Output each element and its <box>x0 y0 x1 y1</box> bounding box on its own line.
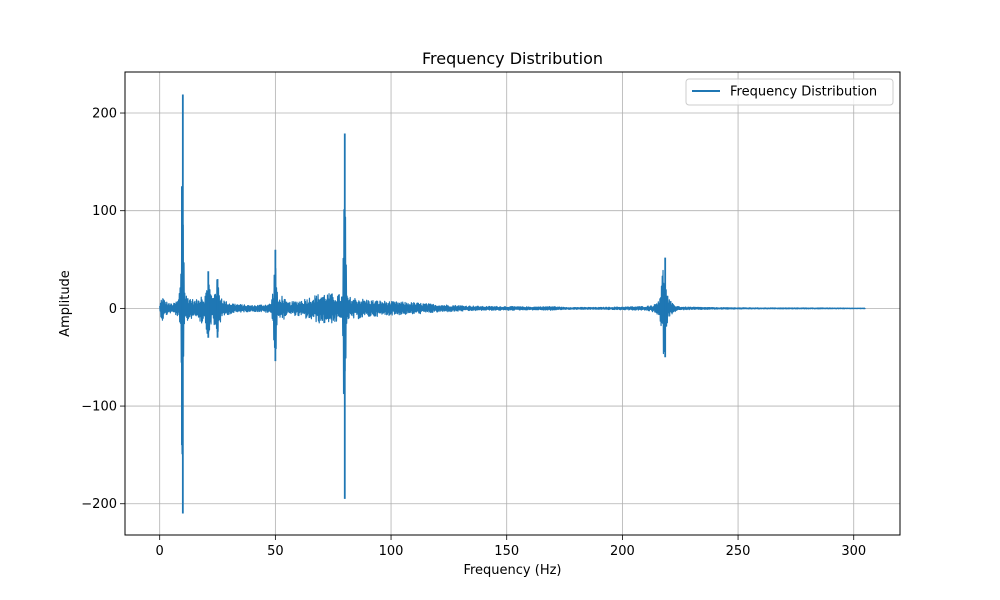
y-tick-label: −200 <box>81 497 117 512</box>
y-tick-label: 100 <box>92 204 117 219</box>
x-tick-label: 50 <box>267 544 284 559</box>
x-tick-label: 200 <box>610 544 635 559</box>
plot-area <box>159 94 866 514</box>
x-axis-label: Frequency (Hz) <box>463 563 561 578</box>
chart-title: Frequency Distribution <box>422 49 603 68</box>
y-tick-label: −100 <box>81 400 117 415</box>
y-tick-label: 200 <box>92 107 117 122</box>
axis-ticks: 0 50 100 150 200 250 300 −200 −100 0 100 200 <box>81 107 866 559</box>
x-tick-label: 150 <box>494 544 519 559</box>
plot-frame <box>124 71 901 536</box>
legend: Frequency Distribution <box>685 78 894 106</box>
y-tick-label: 0 <box>109 302 117 317</box>
x-tick-label: 0 <box>156 544 164 559</box>
legend-label: Frequency Distribution <box>730 85 877 100</box>
x-tick-label: 250 <box>726 544 751 559</box>
legend-box <box>685 78 894 106</box>
x-tick-label: 300 <box>841 544 866 559</box>
series-line <box>159 165 866 455</box>
y-axis-label: Amplitude <box>58 270 73 337</box>
x-tick-label: 100 <box>379 544 404 559</box>
